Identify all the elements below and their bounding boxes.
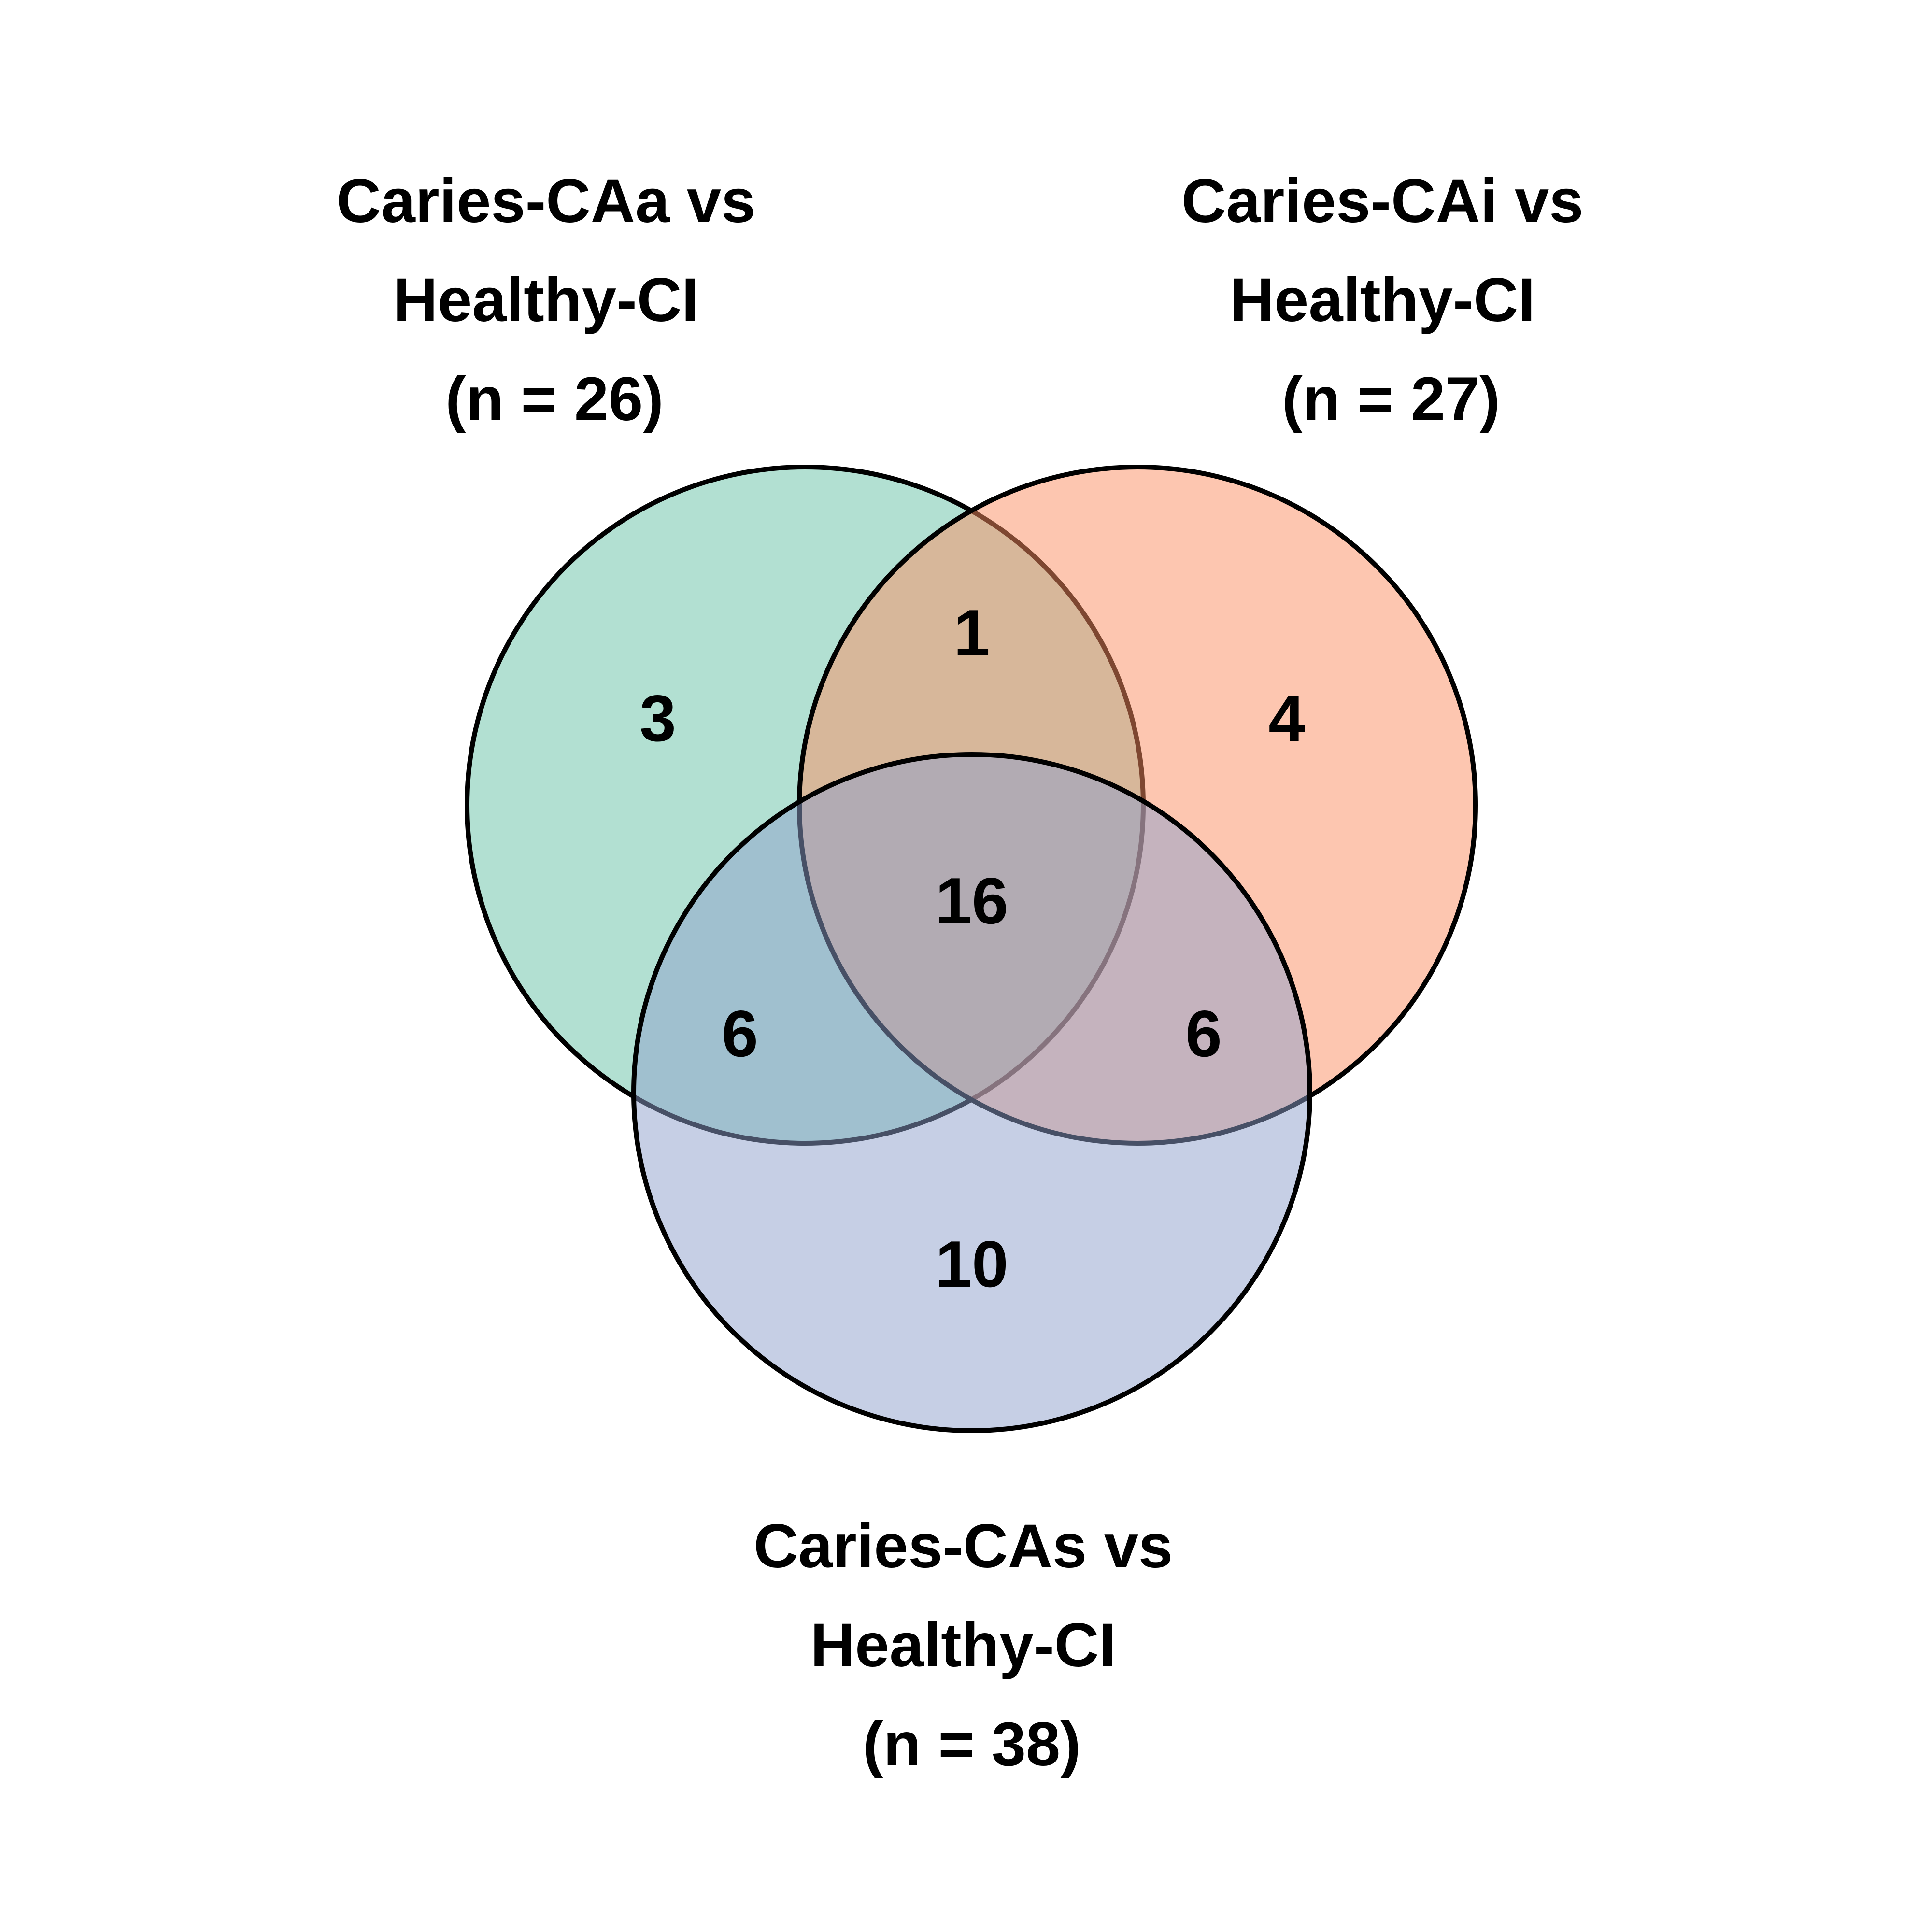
set-c-label-line-2: Healthy-CI [810,1611,1116,1680]
region-a-c-count: 6 [722,997,758,1070]
set-a-label-line-3: (n = 26) [445,365,664,434]
set-b-label-line-2: Healthy-CI [1230,266,1535,335]
set-c-label-line-1: Caries-CAs vs [753,1512,1173,1581]
region-b-only-count: 4 [1268,682,1305,755]
region-c-only-count: 10 [935,1227,1008,1301]
region-a-b-c-count: 16 [935,864,1008,938]
region-a-only-count: 3 [639,682,676,755]
set-c-label-line-3: (n = 38) [863,1710,1081,1779]
set-c-circle [631,752,1312,1433]
set-b-label: Caries-CAi vs Healthy-CI (n = 27) [1181,167,1601,434]
set-b-label-line-3: (n = 27) [1282,365,1500,434]
region-b-c-count: 6 [1185,997,1222,1070]
region-a-b-count: 1 [953,596,990,669]
set-a-label-line-2: Healthy-CI [393,266,699,335]
set-b-label-line-1: Caries-CAi vs [1181,167,1583,236]
set-a-label-line-1: Caries-CAa vs [336,167,755,236]
set-c-label: Caries-CAs vs Healthy-CI (n = 38) [753,1512,1190,1779]
set-a-label: Caries-CAa vs Healthy-CI (n = 26) [336,167,773,434]
